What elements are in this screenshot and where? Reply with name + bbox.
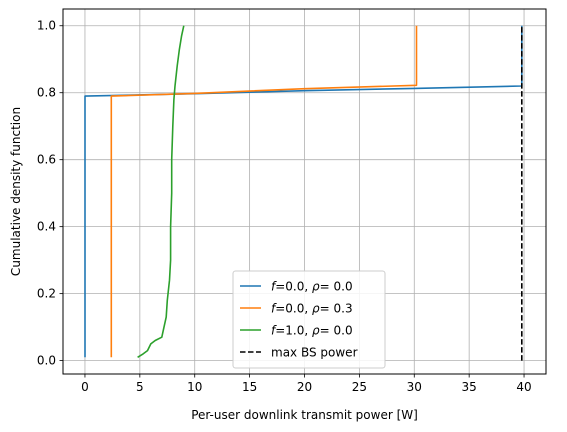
series-line-1 [110,25,418,358]
x-tick-label: 0 [81,380,89,394]
x-tick-label: 40 [516,380,531,394]
x-tick-label: 15 [242,380,257,394]
x-axis-label: Per-user downlink transmit power [W] [191,408,418,422]
y-tick-label: 0.2 [37,287,56,301]
y-axis-ticks: 0.0 0.2 0.4 0.6 0.8 1.0 [37,19,63,368]
legend-entry: f=0.0, ρ= 0.0 [271,280,353,294]
x-tick-label: 35 [462,380,477,394]
legend-entry: f=0.0, ρ= 0.3 [271,302,353,316]
legend-entry: max BS power [271,346,358,360]
x-axis-ticks: 0 5 10 15 20 25 30 35 40 [81,374,532,394]
y-axis-label: Cumulative density function [9,107,23,276]
series-line-2 [137,25,185,358]
x-tick-label: 5 [136,380,144,394]
legend-box [232,270,386,369]
legend-entry: f=1.0, ρ= 0.0 [271,324,353,338]
legend: f=0.0, ρ= 0.0 f=0.0, ρ= 0.3 f=1.0, ρ= 0.0 m… [232,270,386,369]
y-tick-label: 0.4 [37,220,56,234]
y-tick-label: 0.8 [37,86,56,100]
x-tick-label: 10 [187,380,202,394]
y-tick-label: 1.0 [37,19,56,33]
y-tick-label: 0.6 [37,153,56,167]
x-tick-label: 30 [407,380,422,394]
x-tick-label: 20 [297,380,312,394]
series-group [84,25,523,361]
y-tick-label: 0.0 [37,354,56,368]
x-tick-label: 25 [352,380,367,394]
